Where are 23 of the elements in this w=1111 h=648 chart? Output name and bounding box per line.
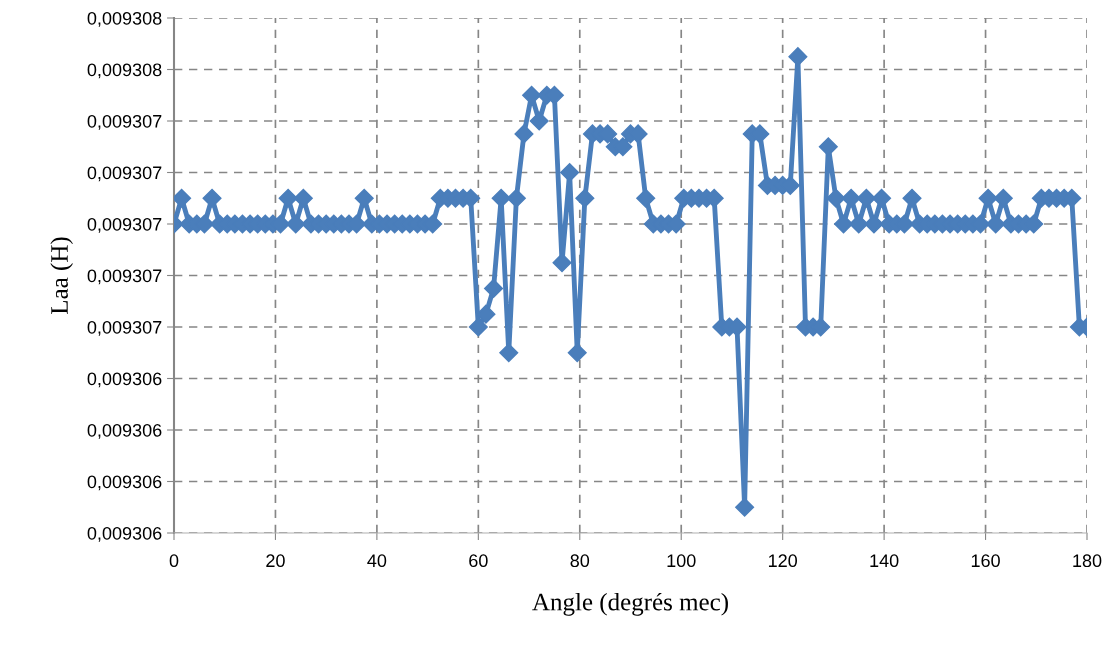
x-tick-label: 160 (971, 554, 1000, 568)
y-tick-label: 0,009307 (87, 269, 162, 285)
y-tick-label: 0,009307 (87, 166, 162, 182)
x-tick-label: 0 (169, 554, 179, 568)
y-tick-label: 0,009306 (87, 475, 162, 491)
y-tick-label: 0,009306 (87, 372, 162, 388)
x-tick-label: 60 (469, 554, 488, 568)
x-tick-label: 120 (768, 554, 798, 568)
y-axis-title: Laa (H) (50, 237, 74, 314)
x-tick-label: 180 (1073, 554, 1102, 568)
x-tick-label: 140 (870, 554, 899, 568)
y-tick-label: 0,009306 (87, 526, 162, 542)
x-tick-label: 20 (266, 554, 285, 568)
x-tick-label: 80 (570, 554, 590, 568)
x-tick-label: 100 (667, 554, 696, 568)
y-tick-label: 0,009307 (87, 114, 162, 130)
y-tick-label: 0,009308 (87, 63, 162, 79)
x-axis-title: Angle (degrés mec) (532, 592, 728, 616)
x-tick-label: 40 (367, 554, 387, 568)
y-tick-label: 0,009306 (87, 423, 162, 439)
y-tick-label: 0,009307 (87, 217, 162, 233)
y-tick-label: 0,009308 (87, 11, 162, 27)
y-tick-label: 0,009307 (87, 320, 162, 336)
